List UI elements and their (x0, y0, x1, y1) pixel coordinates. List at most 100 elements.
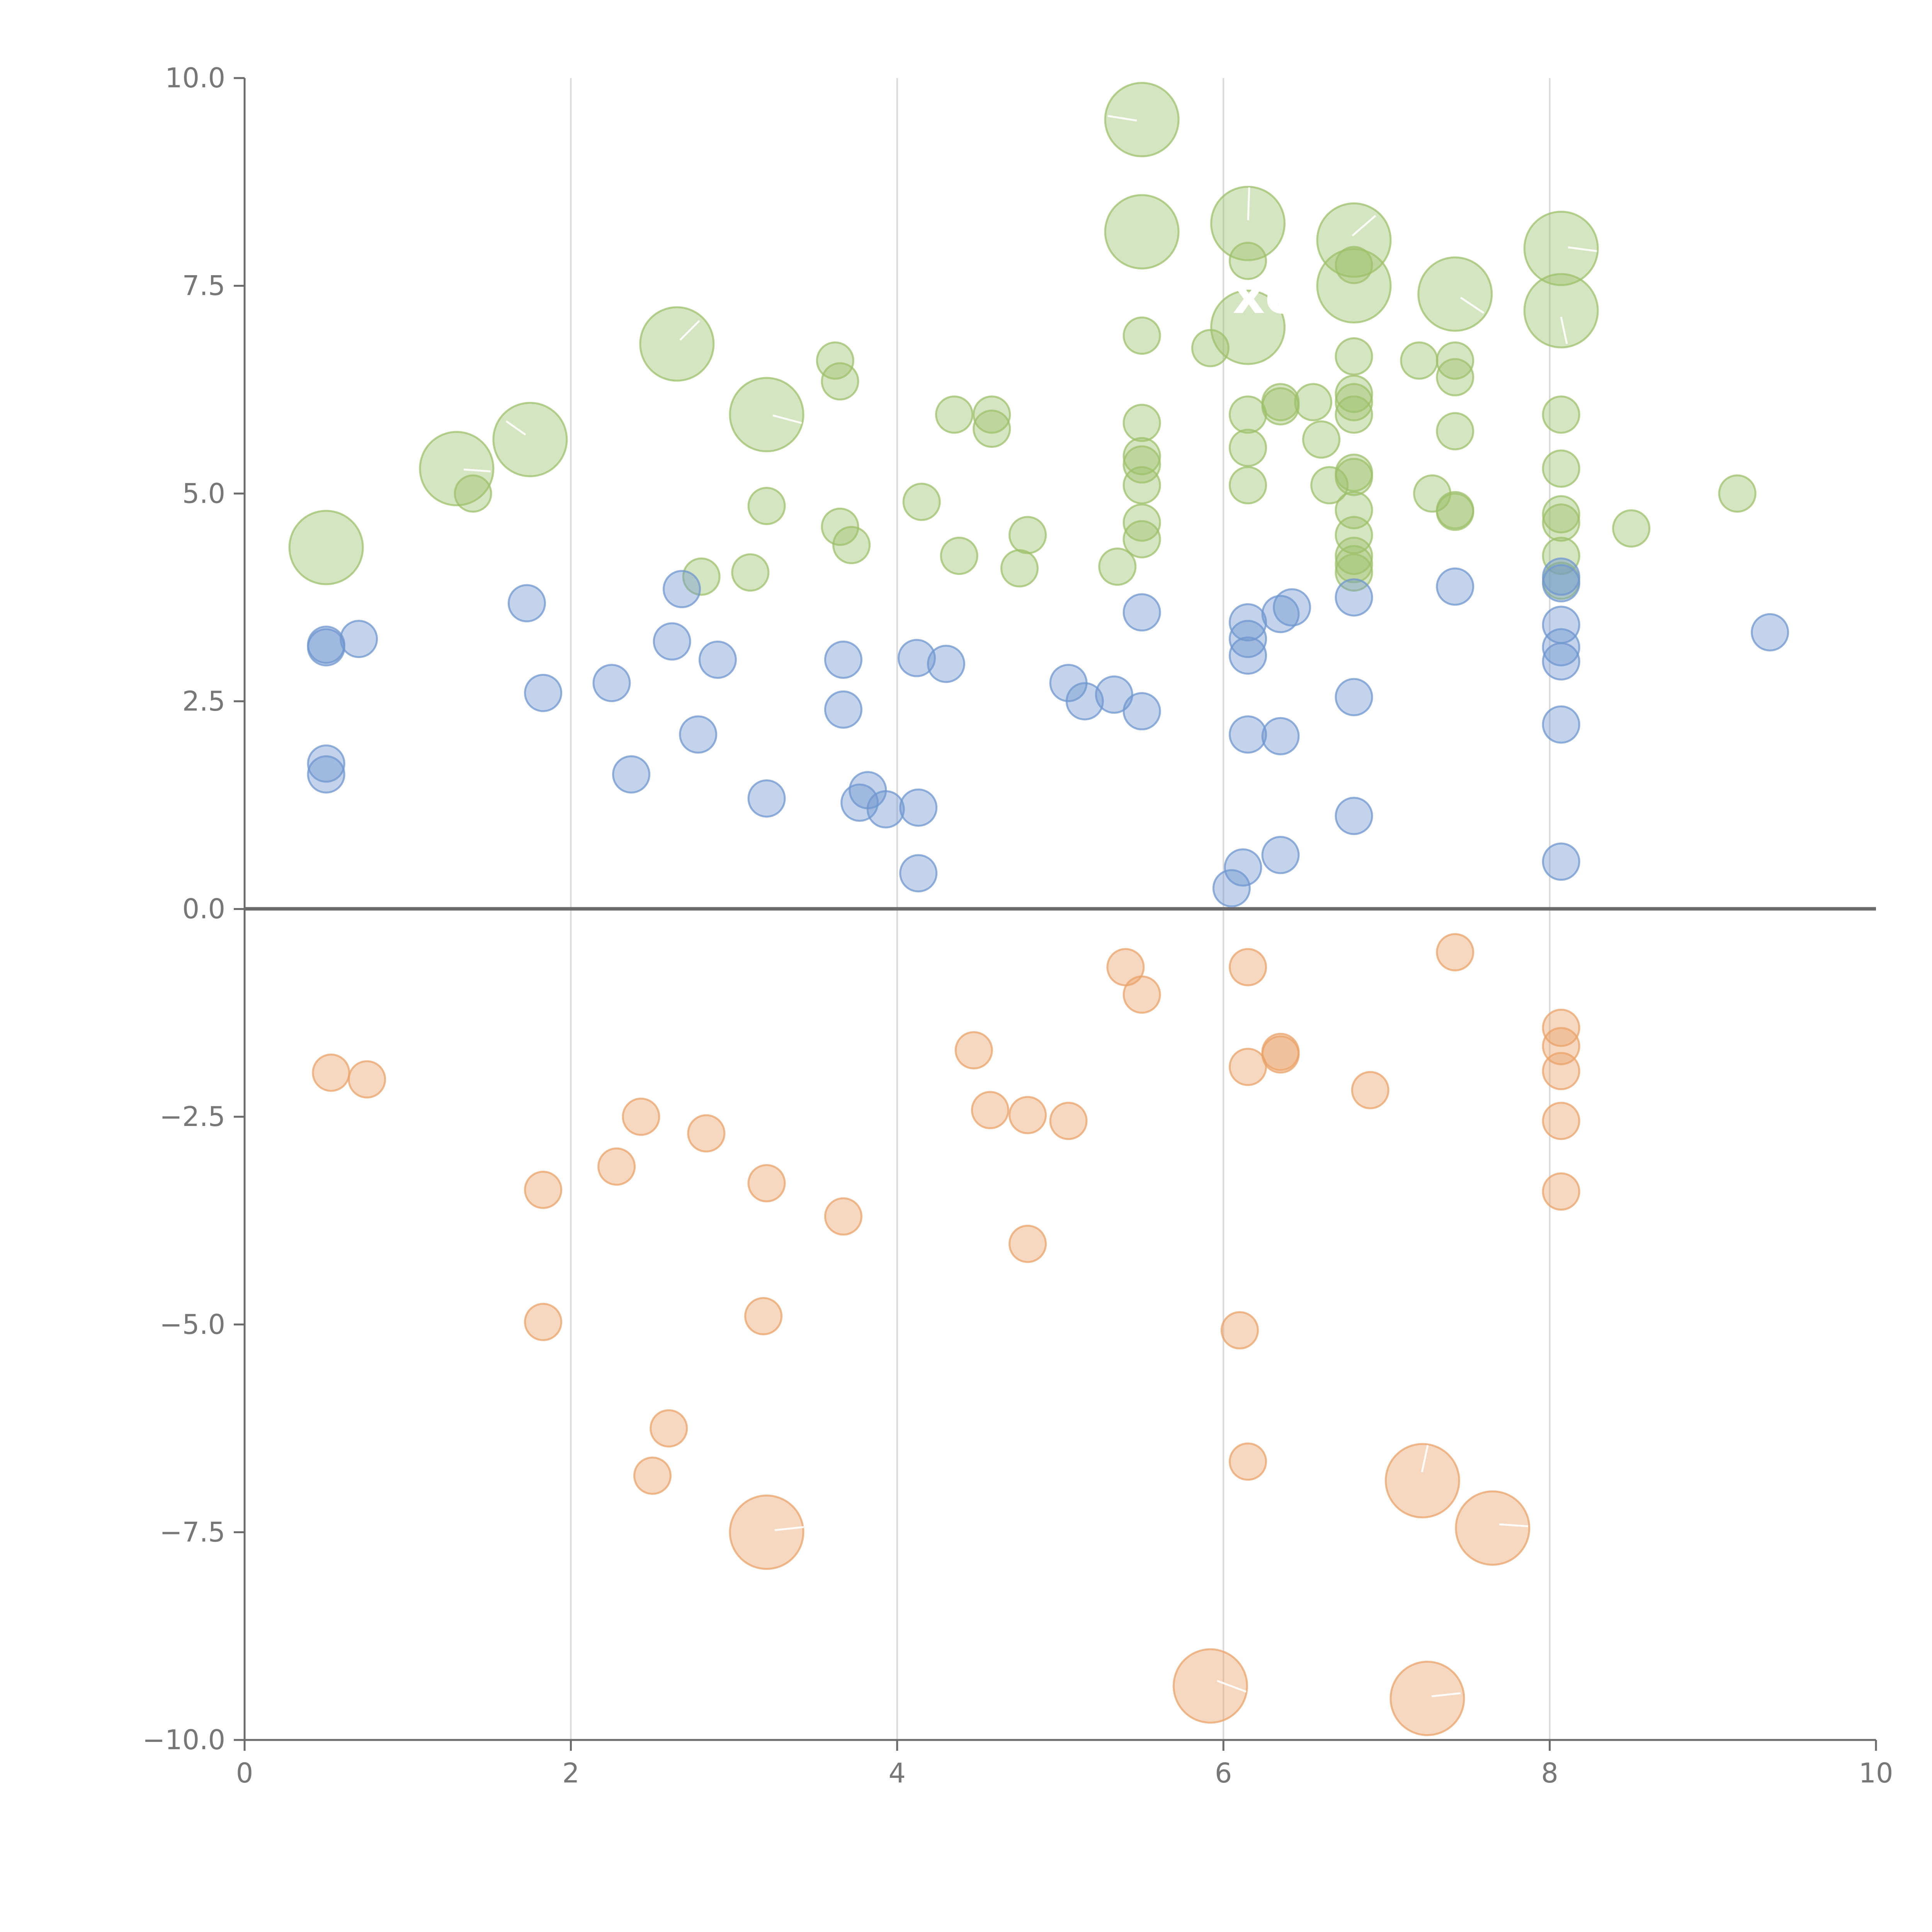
green-bubble (682, 557, 721, 596)
orange-bubble (633, 1456, 672, 1495)
green-bubble (1122, 316, 1161, 355)
chart-annotation: xc (1233, 266, 1295, 325)
x-tick-label: 2 (562, 1757, 580, 1789)
green-bubble (821, 362, 859, 401)
green-bubble (1229, 429, 1267, 467)
blue-bubble (1229, 715, 1267, 754)
green-bubble (1210, 185, 1286, 261)
y-tick-label: 5.0 (182, 478, 225, 509)
blue-bubble (1335, 678, 1373, 716)
orange-bubble (1049, 1102, 1088, 1140)
bubbles-layer (288, 82, 1789, 1736)
orange-bubble (650, 1409, 688, 1448)
y-tick-label: 7.5 (182, 270, 225, 302)
green-bubble (935, 395, 974, 434)
green-bubble (1335, 537, 1373, 575)
green-bubble (1104, 82, 1180, 158)
green-bubble (1542, 449, 1580, 488)
blue-bubble (698, 640, 737, 679)
callout-line (1460, 296, 1485, 314)
blue-bubble (1065, 682, 1104, 721)
callout-line (679, 320, 700, 341)
callout-line (1568, 246, 1597, 252)
blue-bubble (1122, 593, 1161, 632)
blue-bubble (662, 570, 701, 609)
blue-bubble (1542, 628, 1580, 667)
green-bubble (639, 306, 715, 382)
orange-bubble (971, 1091, 1009, 1129)
orange-bubble (1009, 1096, 1047, 1134)
blue-bubble (1436, 567, 1475, 606)
ticks-layer: 0 2 4 6 8 10 10.0 7.5 5.0 2.5 0.0 −2.5 −5.0 −7.5 −10.0 (142, 62, 1893, 1789)
green-bubble (731, 553, 770, 592)
orange-bubble (1542, 1102, 1580, 1140)
blue-bubble (866, 790, 905, 828)
orange-bubble (622, 1097, 660, 1136)
green-bubble (1718, 474, 1757, 513)
y-tick-label: −10.0 (142, 1724, 225, 1756)
green-bubble (1335, 383, 1373, 422)
green-bubble (940, 537, 978, 575)
blue-bubble (1261, 595, 1300, 633)
green-bubble (1335, 395, 1373, 434)
green-bubble (1335, 457, 1373, 496)
orange-bubble (1229, 1442, 1267, 1481)
green-bubble (1122, 503, 1161, 542)
blue-bubble (1542, 705, 1580, 744)
orange-bubble (954, 1031, 993, 1070)
green-bubble (1000, 549, 1039, 588)
green-bubble (1009, 516, 1047, 554)
orange-bubble (687, 1114, 726, 1153)
blue-bubble (899, 788, 938, 827)
green-bubble (1122, 445, 1161, 484)
callout-line (772, 414, 802, 424)
green-bubble (1400, 341, 1439, 380)
blue-bubble (747, 779, 786, 818)
blue-bubble (1335, 797, 1373, 835)
green-bubble (1122, 466, 1161, 505)
green-bubble (1335, 246, 1373, 284)
blue-bubble (507, 584, 546, 622)
green-bubble (1316, 202, 1392, 278)
orange-bubble (1384, 1443, 1460, 1519)
blue-bubble (1542, 842, 1580, 881)
orange-bubble (524, 1303, 563, 1341)
blue-bubble (1261, 717, 1300, 755)
blue-bubble (1212, 869, 1251, 908)
callout-line (463, 468, 491, 473)
blue-bubble (1229, 603, 1267, 642)
callout-line (505, 420, 526, 436)
green-bubble (1335, 374, 1373, 413)
y-tick-label: −7.5 (160, 1516, 225, 1548)
green-bubble (973, 410, 1011, 448)
green-bubble (1302, 420, 1341, 459)
orange-bubble (729, 1494, 804, 1570)
green-bubble (1229, 395, 1267, 434)
green-bubble (1122, 403, 1161, 442)
blue-bubble (824, 640, 862, 679)
blue-bubble (340, 620, 378, 658)
green-bubble (1335, 516, 1373, 554)
orange-bubble (312, 1053, 350, 1092)
green-bubble (1098, 547, 1137, 586)
green-bubble (1335, 337, 1373, 376)
green-bubble (1261, 387, 1300, 425)
blue-bubble (1542, 564, 1580, 603)
green-bubble (1542, 495, 1580, 534)
blue-bubble (524, 673, 563, 712)
green-bubble (1104, 194, 1180, 270)
callout-line (1499, 1523, 1529, 1527)
green-bubble (1122, 520, 1161, 559)
blue-bubble (1751, 613, 1789, 651)
y-tick-label: 0.0 (182, 893, 225, 925)
green-bubble (1417, 256, 1493, 332)
green-bubble (1122, 437, 1161, 475)
orange-bubble (1389, 1660, 1465, 1736)
callout-line (1431, 1692, 1461, 1697)
green-bubble (1436, 412, 1475, 451)
blue-bubble (307, 744, 345, 783)
orange-bubble (1229, 1048, 1267, 1086)
green-bubble (1436, 493, 1475, 531)
y-tick-label: −2.5 (160, 1101, 225, 1133)
